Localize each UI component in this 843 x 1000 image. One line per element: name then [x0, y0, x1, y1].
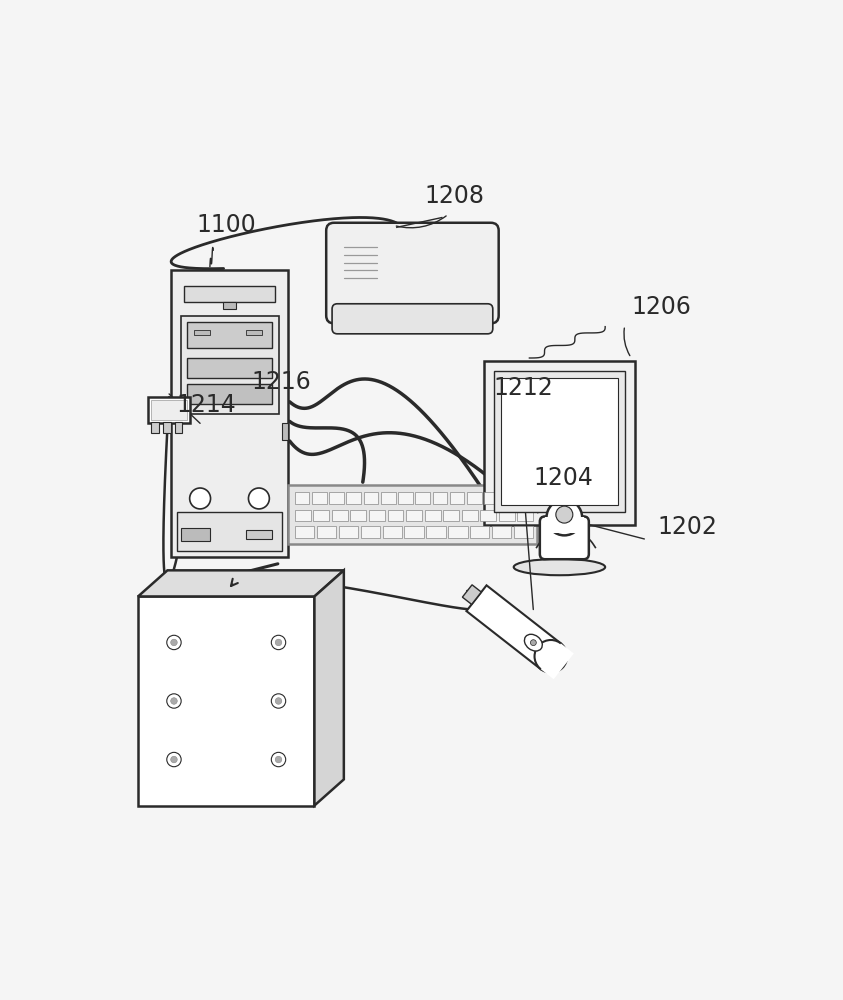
Bar — [484, 492, 499, 504]
Bar — [470, 526, 490, 538]
Bar — [177, 512, 282, 551]
Bar — [170, 270, 288, 557]
Bar — [175, 422, 182, 433]
Text: 1204: 1204 — [534, 466, 593, 490]
Circle shape — [276, 698, 282, 704]
Bar — [499, 510, 515, 521]
Bar — [295, 510, 311, 521]
Bar — [398, 492, 413, 504]
Bar — [312, 492, 327, 504]
Bar — [450, 492, 464, 504]
Bar — [405, 526, 424, 538]
Circle shape — [276, 756, 282, 763]
Bar — [484, 361, 635, 525]
Bar — [246, 330, 262, 335]
Circle shape — [556, 506, 573, 523]
Bar — [187, 384, 272, 404]
Text: 1100: 1100 — [196, 213, 256, 237]
Bar — [163, 422, 170, 433]
Bar — [246, 530, 272, 539]
Polygon shape — [314, 570, 344, 806]
Bar — [448, 526, 468, 538]
Bar — [223, 302, 236, 309]
Bar — [295, 526, 314, 538]
Polygon shape — [466, 585, 561, 669]
Bar — [432, 492, 447, 504]
Bar — [416, 492, 430, 504]
Polygon shape — [138, 570, 344, 596]
Circle shape — [530, 640, 536, 646]
Bar — [339, 526, 358, 538]
Ellipse shape — [513, 559, 605, 575]
Bar — [295, 492, 309, 504]
Circle shape — [170, 639, 177, 646]
Bar — [151, 422, 159, 433]
Bar — [492, 526, 512, 538]
Bar — [494, 371, 625, 512]
Bar — [502, 492, 516, 504]
Circle shape — [271, 694, 286, 708]
Bar — [363, 492, 379, 504]
Bar — [138, 596, 314, 806]
Bar — [425, 510, 441, 521]
Bar — [518, 492, 534, 504]
Text: 1208: 1208 — [425, 184, 485, 208]
FancyBboxPatch shape — [540, 516, 589, 559]
Bar — [381, 492, 395, 504]
Text: 1206: 1206 — [631, 295, 691, 319]
Bar — [288, 485, 537, 544]
Polygon shape — [543, 525, 576, 561]
Bar — [194, 330, 210, 335]
Ellipse shape — [524, 634, 542, 651]
Circle shape — [170, 698, 177, 704]
Bar — [462, 510, 478, 521]
Circle shape — [167, 635, 181, 650]
Bar — [184, 286, 276, 302]
Bar — [180, 528, 210, 541]
Circle shape — [170, 756, 177, 763]
Circle shape — [249, 488, 270, 509]
FancyBboxPatch shape — [326, 223, 499, 323]
Bar — [518, 510, 534, 521]
Bar — [282, 423, 288, 440]
Bar — [481, 510, 497, 521]
Circle shape — [276, 639, 282, 646]
Circle shape — [167, 752, 181, 767]
Bar — [383, 526, 402, 538]
Bar — [187, 358, 272, 378]
Bar — [148, 397, 191, 423]
Polygon shape — [462, 585, 481, 604]
Polygon shape — [541, 643, 574, 679]
Circle shape — [271, 752, 286, 767]
Bar — [314, 510, 330, 521]
Bar — [361, 526, 380, 538]
Circle shape — [534, 640, 567, 673]
Bar — [346, 492, 361, 504]
Bar — [388, 510, 404, 521]
Bar — [545, 517, 583, 533]
Bar — [406, 510, 422, 521]
Bar — [332, 510, 348, 521]
Bar — [330, 492, 344, 504]
Text: 1202: 1202 — [658, 515, 717, 539]
Bar — [427, 526, 446, 538]
Circle shape — [190, 488, 211, 509]
Circle shape — [167, 694, 181, 708]
Bar — [467, 492, 481, 504]
Bar — [443, 510, 459, 521]
Circle shape — [546, 500, 583, 535]
Text: 1214: 1214 — [177, 393, 237, 417]
Bar — [180, 316, 278, 414]
Bar — [151, 400, 187, 420]
Bar — [514, 526, 534, 538]
Circle shape — [271, 635, 286, 650]
Bar — [187, 322, 272, 348]
Text: 1216: 1216 — [252, 370, 312, 394]
FancyBboxPatch shape — [332, 304, 493, 334]
Bar — [317, 526, 336, 538]
Bar — [351, 510, 367, 521]
Bar — [501, 378, 618, 505]
Bar — [369, 510, 385, 521]
Text: 1212: 1212 — [494, 376, 553, 400]
